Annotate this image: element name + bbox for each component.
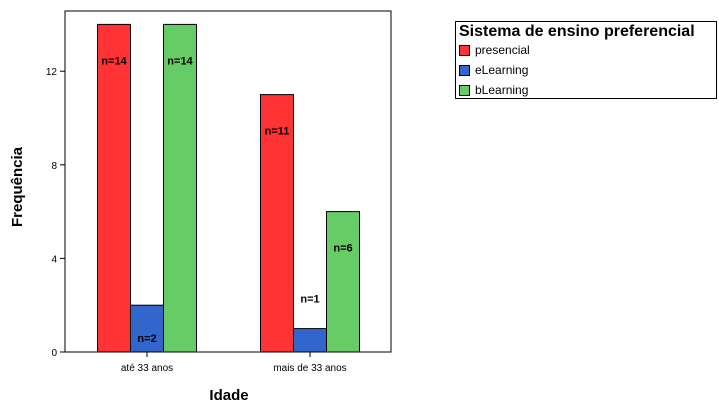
data-label-eLearning-0: n=2 — [137, 333, 156, 345]
x-tick-label: até 33 anos — [121, 363, 173, 374]
data-label-presencial-1: n=11 — [265, 126, 290, 138]
y-tick-label: 8 — [51, 161, 57, 172]
legend-item-presencial: presencial — [459, 43, 530, 57]
y-tick-label: 12 — [46, 67, 58, 78]
data-label-eLearning-1: n=1 — [300, 294, 319, 306]
data-label-bLearning-0: n=14 — [167, 55, 193, 67]
legend: Sistema de ensino preferencial presencia… — [455, 21, 717, 99]
y-axis-label: Frequência — [9, 146, 26, 227]
y-axis: 0 4 8 12 — [46, 67, 65, 359]
bar-presencial-0 — [97, 23, 131, 353]
y-tick-label: 4 — [51, 254, 57, 265]
data-label-bLearning-1: n=6 — [333, 243, 352, 255]
x-axis-label: Idade — [209, 387, 248, 403]
legend-swatch — [459, 64, 470, 76]
bar-bLearning-0 — [163, 23, 197, 353]
bar-bLearning-1 — [326, 211, 360, 353]
legend-label: bLearning — [475, 83, 529, 97]
legend-item-bLearning: bLearning — [459, 83, 528, 97]
legend-item-eLearning: eLearning — [459, 63, 528, 77]
bar-presencial-1 — [260, 94, 294, 353]
legend-swatch — [459, 84, 470, 96]
legend-title: Sistema de ensino preferencial — [459, 23, 695, 40]
legend-label: eLearning — [475, 63, 529, 77]
x-tick-label: mais de 33 anos — [273, 363, 346, 374]
bars-group: n=14 n=2 n=14 n=11 n=1 n=6 — [97, 23, 360, 353]
bar-eLearning-1 — [293, 328, 327, 353]
data-label-presencial-0: n=14 — [101, 55, 127, 67]
y-tick-label: 0 — [51, 348, 57, 359]
x-axis: até 33 anos mais de 33 anos — [121, 352, 347, 374]
legend-swatch — [459, 44, 470, 56]
legend-label: presencial — [475, 43, 530, 57]
